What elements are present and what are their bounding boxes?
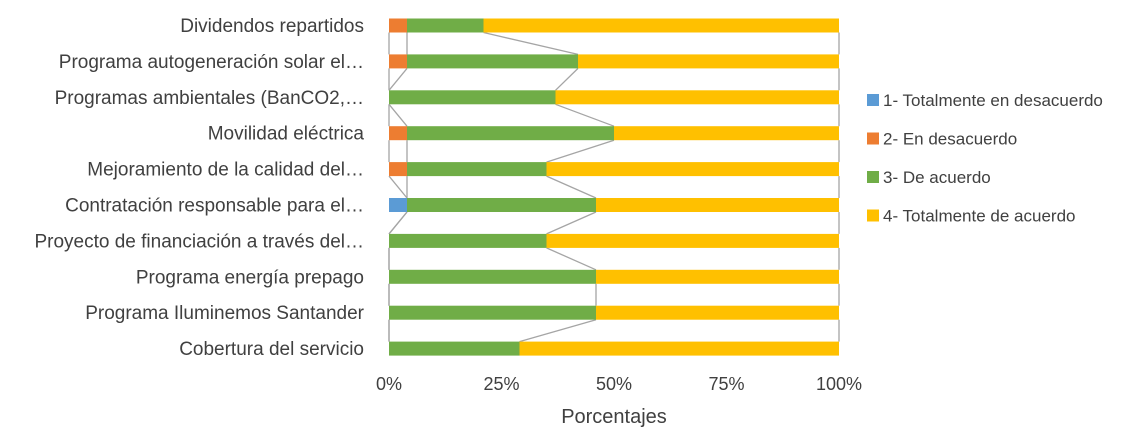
legend-swatch — [867, 94, 879, 106]
category-label: Mejoramiento de la calidad del… — [87, 160, 364, 181]
category-label: Movilidad eléctrica — [208, 124, 365, 145]
x-tick-label: 25% — [483, 374, 519, 394]
x-axis-title: Porcentajes — [561, 406, 667, 428]
bar-segment — [407, 18, 484, 33]
x-tick-label: 100% — [816, 374, 862, 394]
x-tick-label: 0% — [376, 374, 402, 394]
bar-segment — [407, 54, 578, 69]
bar-segment — [389, 233, 547, 248]
bar-segment — [407, 126, 614, 141]
legend-swatch — [867, 171, 879, 183]
series-line — [546, 211, 597, 235]
bar-segment — [596, 305, 839, 320]
bar-segment — [389, 18, 407, 33]
bar-segment — [407, 162, 547, 177]
series-line — [388, 211, 408, 235]
x-axis-ticks: 0% 25% 50% 75% 100% — [376, 374, 862, 394]
category-label: Proyecto de financiación a través del… — [34, 231, 364, 252]
x-tick-label: 50% — [596, 374, 632, 394]
series-line — [388, 175, 408, 199]
series-line — [388, 67, 408, 91]
series-line — [483, 31, 579, 56]
bar-segment — [519, 341, 839, 356]
bar-segment — [389, 305, 596, 320]
series-lines — [388, 31, 840, 343]
bar-segment — [555, 90, 839, 105]
bar-segment — [389, 162, 407, 177]
legend-swatch — [867, 132, 879, 145]
legend-label: 1- Totalmente en desacuerdo — [883, 91, 1103, 110]
series-line — [555, 103, 615, 127]
bar-segment — [389, 269, 596, 284]
bar-segment — [389, 90, 556, 105]
category-label: Dividendos repartidos — [180, 16, 364, 37]
series-line — [546, 175, 597, 199]
x-tick-label: 75% — [708, 374, 744, 394]
legend-label: 3- De acuerdo — [883, 168, 991, 187]
bar-segment — [389, 198, 407, 212]
category-labels: Dividendos repartidos Programa autogenera… — [34, 16, 364, 360]
category-label: Programa energía prepago — [136, 267, 364, 288]
series-line — [546, 139, 615, 163]
series-line — [546, 247, 597, 271]
bar-segment — [546, 233, 839, 248]
bar-segment — [578, 54, 839, 69]
category-label: Contratación responsable para el… — [65, 196, 364, 217]
bar-segment — [614, 126, 839, 141]
bar-segment — [389, 54, 407, 69]
legend: 1- Totalmente en desacuerdo 2- En desacue… — [867, 91, 1103, 226]
series-line — [388, 103, 408, 127]
legend-swatch — [867, 209, 879, 222]
legend-label: 4- Totalmente de acuerdo — [883, 207, 1075, 226]
bar-segment — [596, 198, 839, 212]
legend-label: 2- En desacuerdo — [883, 130, 1017, 149]
bar-segment — [483, 18, 839, 33]
bars — [389, 18, 839, 356]
category-label: Programas ambientales (BanCO2,… — [55, 88, 364, 109]
bar-segment — [596, 269, 839, 284]
bar-segment — [389, 126, 407, 141]
bar-segment — [389, 341, 520, 356]
bar-segment — [546, 162, 839, 177]
series-line — [555, 67, 579, 91]
category-label: Cobertura del servicio — [179, 339, 364, 360]
bar-segment — [407, 198, 596, 212]
category-label: Programa autogeneración solar el… — [59, 52, 364, 73]
series-line — [519, 319, 597, 343]
category-label: Programa Iluminemos Santander — [85, 303, 364, 324]
